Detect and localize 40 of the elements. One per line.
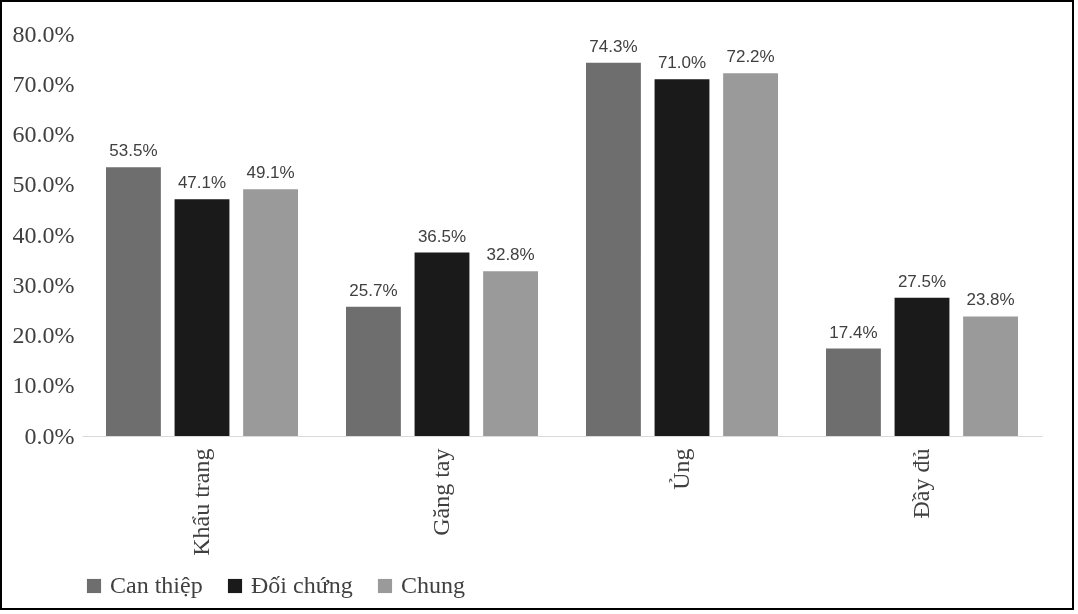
bar: [346, 306, 401, 436]
y-tick-label: 80.0%: [12, 20, 75, 47]
bar: [174, 199, 230, 436]
data-label: 25.7%: [349, 280, 398, 300]
y-tick-label: 60.0%: [12, 121, 75, 147]
data-label: 27.5%: [897, 271, 947, 291]
data-label: 72.2%: [726, 47, 775, 67]
y-tick-label: 30.0%: [12, 271, 75, 298]
data-label: 47.1%: [177, 173, 227, 193]
bar: [723, 73, 778, 436]
bar: [826, 348, 881, 436]
data-label: 17.4%: [829, 322, 878, 342]
data-label: 23.8%: [966, 290, 1015, 310]
bar: [654, 79, 710, 436]
bar: [586, 62, 641, 436]
data-label: 53.5%: [109, 141, 158, 161]
x-tick-label: Găng tay: [428, 448, 454, 536]
y-tick-label: 70.0%: [12, 70, 75, 97]
bar: [894, 297, 950, 436]
y-tick-label: 0.0%: [24, 422, 75, 449]
y-tick-label: 40.0%: [12, 221, 75, 248]
x-tick-label: Ủng: [668, 448, 694, 490]
legend-label: Đối chứng: [251, 572, 353, 598]
y-tick-label: 20.0%: [12, 322, 75, 348]
data-label: 49.1%: [246, 163, 295, 183]
data-label: 74.3%: [589, 36, 638, 56]
data-label: 36.5%: [417, 226, 467, 246]
bar: [106, 167, 161, 436]
bar: [963, 316, 1018, 436]
bar: [243, 189, 298, 436]
legend-label: Chung: [401, 572, 466, 598]
legend-label: Can thiệp: [110, 572, 203, 598]
y-tick-label: 10.0%: [12, 372, 75, 399]
x-tick-label: Đầy đủ: [908, 448, 934, 519]
data-label: 71.0%: [657, 53, 707, 73]
y-tick-label: 50.0%: [12, 171, 75, 198]
x-tick-label: Khẩu trang: [188, 448, 214, 556]
bar: [414, 252, 470, 436]
bar: [483, 271, 538, 436]
data-label: 32.8%: [486, 245, 535, 265]
